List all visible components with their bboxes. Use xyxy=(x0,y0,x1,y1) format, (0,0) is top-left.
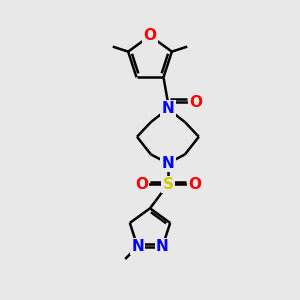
Text: O: O xyxy=(143,28,157,43)
Text: O: O xyxy=(135,177,148,192)
Text: S: S xyxy=(162,177,173,192)
Text: N: N xyxy=(161,101,174,116)
Text: O: O xyxy=(188,177,201,192)
Text: N: N xyxy=(131,239,144,254)
Text: O: O xyxy=(189,95,202,110)
Text: N: N xyxy=(156,239,169,254)
Text: N: N xyxy=(161,156,174,171)
